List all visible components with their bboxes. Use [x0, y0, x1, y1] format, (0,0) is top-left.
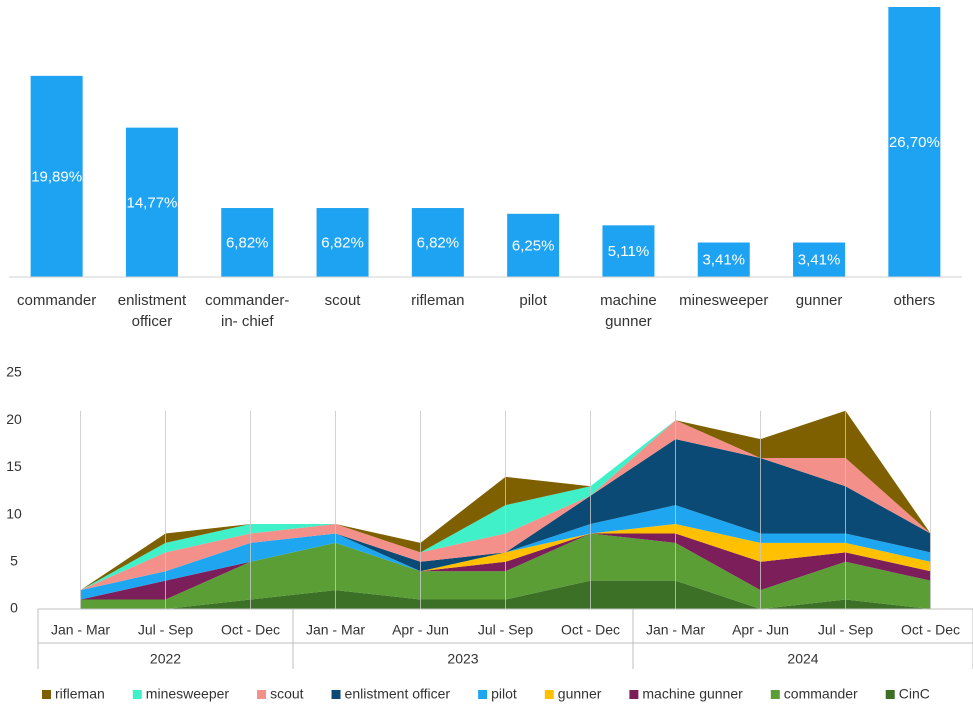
legend-label: commander	[784, 686, 858, 702]
x-tick-label: Oct - Dec	[561, 622, 620, 638]
bar	[411, 208, 464, 277]
legend-label: scout	[270, 686, 304, 702]
legend-label: pilot	[491, 686, 517, 702]
data-label: 5,11%	[608, 243, 649, 260]
x-tick-label: Jul - Sep	[818, 622, 873, 638]
legend-swatch	[478, 690, 488, 699]
legend-swatch	[629, 690, 639, 699]
data-label: 3,41%	[798, 252, 841, 269]
x-tick-label: Oct - Dec	[901, 622, 960, 638]
area	[80, 580, 931, 609]
bar	[888, 7, 941, 277]
legend-label: CinC	[899, 686, 930, 702]
bar	[316, 208, 369, 277]
legend-label: machine gunner	[642, 686, 743, 702]
x-tick-label: Apr - Jun	[392, 622, 449, 638]
bar	[793, 242, 846, 277]
legend-swatch	[257, 690, 267, 699]
data-label: 3,41%	[702, 252, 745, 269]
y-tick-label: 15	[6, 458, 22, 474]
y-tick-label: 5	[10, 553, 18, 569]
legend-swatch	[885, 690, 895, 699]
bar	[30, 75, 83, 277]
x-tick-label: commander-in- chief	[205, 292, 290, 330]
x-tick-label: gunner	[795, 292, 843, 309]
x-tick-label: minesweeper	[679, 292, 769, 309]
group-label: 2024	[787, 651, 818, 667]
x-tick-label: Jan - Mar	[51, 622, 110, 638]
x-tick-label: commander	[17, 292, 97, 309]
legend-swatch	[331, 690, 341, 699]
data-label: 19,89%	[31, 168, 82, 185]
legend-swatch	[132, 690, 142, 699]
data-label: 14,77%	[127, 194, 178, 211]
x-tick-label: enlistment officer	[117, 292, 187, 330]
data-label: 6,25%	[512, 237, 555, 254]
x-tick-label: others	[893, 292, 936, 309]
y-tick-label: 10	[6, 505, 22, 521]
data-label: 6,82%	[417, 234, 460, 251]
bar	[602, 225, 655, 277]
legend-label: gunner	[558, 686, 602, 702]
bar	[697, 242, 750, 277]
legend-label: enlistment officer	[345, 686, 451, 702]
y-tick-label: 20	[6, 411, 22, 427]
x-tick-label: Oct - Dec	[221, 622, 280, 638]
x-tick-label: Jan - Mar	[646, 622, 705, 638]
data-label: 6,82%	[321, 234, 364, 251]
x-tick-label: Apr - Jun	[732, 622, 789, 638]
x-tick-label: scout	[324, 292, 361, 309]
bar	[507, 213, 560, 277]
y-tick-label: 0	[10, 600, 18, 616]
x-tick-label: Jan - Mar	[306, 622, 365, 638]
area	[80, 439, 931, 591]
bar	[125, 127, 178, 278]
x-tick-label: rifleman	[411, 292, 465, 309]
legend-label: rifleman	[55, 686, 105, 702]
legend-swatch	[770, 690, 780, 699]
bar	[221, 208, 274, 277]
x-tick-label: Jul - Sep	[138, 622, 193, 638]
legend-swatch	[544, 690, 554, 699]
group-label: 2023	[447, 651, 478, 667]
legend-swatch	[42, 690, 51, 699]
group-label: 2022	[150, 651, 181, 667]
x-tick-label: machine gunner	[600, 292, 657, 330]
data-label: 26,70%	[889, 134, 940, 151]
legend-label: minesweeper	[146, 686, 230, 702]
x-tick-label: pilot	[519, 292, 547, 309]
data-label: 6,82%	[226, 234, 269, 251]
x-tick-label: Jul - Sep	[478, 622, 533, 638]
y-tick-label: 25	[6, 364, 22, 380]
